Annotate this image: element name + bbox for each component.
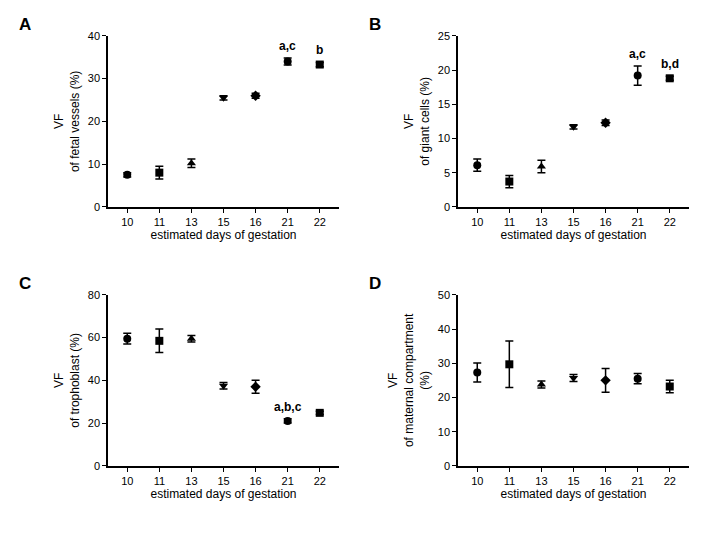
svg-text:5: 5 (444, 167, 450, 179)
svg-text:16: 16 (249, 216, 261, 228)
svg-text:b: b (316, 43, 323, 57)
svg-text:VFof maternal compartment(%): VFof maternal compartment(%) (386, 313, 431, 447)
svg-text:D: D (369, 274, 381, 293)
svg-text:10: 10 (121, 475, 133, 487)
svg-text:13: 13 (185, 216, 197, 228)
svg-text:21: 21 (282, 216, 294, 228)
svg-text:21: 21 (632, 475, 644, 487)
svg-text:VFof giant cells (%): VFof giant cells (%) (402, 77, 432, 166)
svg-text:13: 13 (535, 475, 547, 487)
svg-text:VFof trophoblast (%): VFof trophoblast (%) (52, 333, 82, 428)
svg-text:20: 20 (438, 64, 450, 76)
svg-text:15: 15 (567, 475, 579, 487)
svg-text:20: 20 (438, 391, 450, 403)
svg-text:10: 10 (471, 475, 483, 487)
svg-text:80: 80 (88, 289, 100, 301)
svg-text:a,c: a,c (279, 39, 296, 53)
svg-text:40: 40 (438, 323, 450, 335)
svg-text:11: 11 (154, 475, 165, 487)
svg-text:22: 22 (664, 475, 676, 487)
svg-text:10: 10 (88, 158, 100, 170)
svg-text:15: 15 (567, 216, 579, 228)
svg-text:0: 0 (444, 201, 450, 213)
svg-text:b,d: b,d (661, 57, 679, 71)
svg-text:22: 22 (314, 475, 326, 487)
svg-text:estimated days of gestation: estimated days of gestation (150, 228, 296, 242)
svg-text:50: 50 (438, 289, 450, 301)
svg-text:40: 40 (88, 30, 100, 42)
svg-text:13: 13 (185, 475, 197, 487)
svg-text:0: 0 (94, 460, 100, 472)
svg-text:11: 11 (154, 216, 165, 228)
svg-text:16: 16 (599, 475, 611, 487)
svg-text:B: B (369, 15, 381, 34)
svg-text:11: 11 (504, 216, 515, 228)
svg-text:estimated days of gestation: estimated days of gestation (500, 228, 646, 242)
svg-text:20: 20 (88, 115, 100, 127)
svg-text:13: 13 (535, 216, 547, 228)
svg-text:60: 60 (88, 331, 100, 343)
svg-text:16: 16 (599, 216, 611, 228)
svg-text:C: C (19, 274, 31, 293)
svg-text:10: 10 (121, 216, 133, 228)
svg-text:16: 16 (249, 475, 261, 487)
svg-text:21: 21 (282, 475, 294, 487)
svg-text:15: 15 (217, 216, 229, 228)
svg-text:a,b,c: a,b,c (274, 400, 302, 414)
svg-text:15: 15 (438, 98, 450, 110)
svg-text:10: 10 (471, 216, 483, 228)
svg-text:10: 10 (438, 132, 450, 144)
svg-text:11: 11 (504, 475, 515, 487)
svg-text:40: 40 (88, 374, 100, 386)
svg-text:a,c: a,c (629, 47, 646, 61)
svg-text:estimated days of gestation: estimated days of gestation (500, 487, 646, 501)
svg-text:30: 30 (88, 72, 100, 84)
svg-text:0: 0 (444, 460, 450, 472)
svg-text:30: 30 (438, 357, 450, 369)
svg-text:22: 22 (664, 216, 676, 228)
svg-text:15: 15 (217, 475, 229, 487)
svg-text:VFof fetal vessels (%): VFof fetal vessels (%) (52, 71, 82, 172)
svg-text:10: 10 (438, 426, 450, 438)
svg-text:21: 21 (632, 216, 644, 228)
svg-text:0: 0 (94, 201, 100, 213)
svg-text:20: 20 (88, 417, 100, 429)
svg-text:22: 22 (314, 216, 326, 228)
svg-text:25: 25 (438, 30, 450, 42)
svg-text:A: A (19, 15, 31, 34)
svg-text:estimated days of gestation: estimated days of gestation (150, 487, 296, 501)
